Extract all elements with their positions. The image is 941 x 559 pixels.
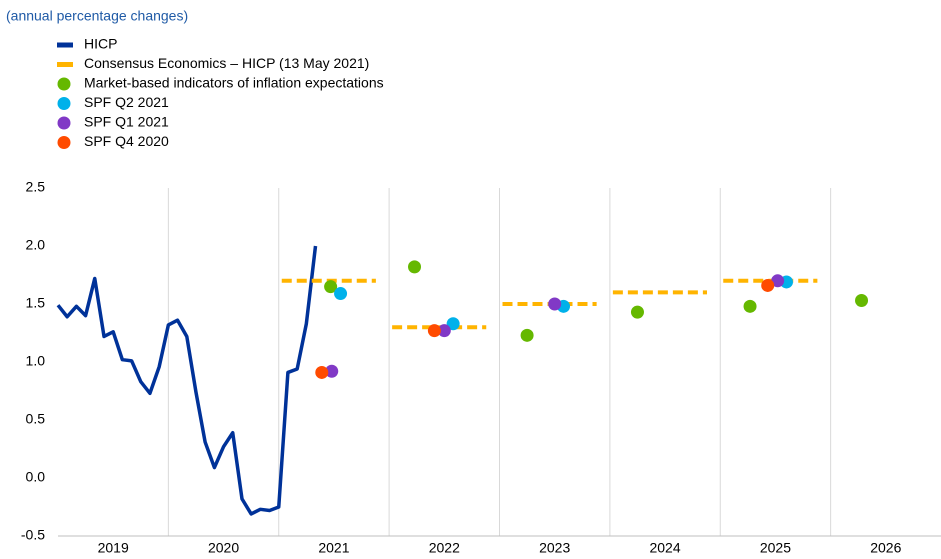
point bbox=[548, 297, 562, 311]
point bbox=[334, 287, 348, 301]
y-tick-label: 2.5 bbox=[26, 179, 46, 195]
point bbox=[771, 274, 785, 288]
x-tick-label: 2022 bbox=[429, 540, 460, 556]
point bbox=[520, 328, 534, 342]
x-tick-label: 2021 bbox=[318, 540, 349, 556]
legend-swatch bbox=[57, 62, 73, 67]
chart-subtitle: (annual percentage changes) bbox=[6, 8, 188, 24]
y-tick-label: 1.5 bbox=[26, 295, 46, 311]
y-tick-label: 0.0 bbox=[26, 469, 46, 485]
x-tick-label: 2025 bbox=[760, 540, 791, 556]
x-tick-label: 2024 bbox=[649, 540, 680, 556]
point bbox=[427, 324, 441, 338]
point bbox=[855, 294, 869, 308]
legend-label: SPF Q2 2021 bbox=[84, 94, 169, 110]
point bbox=[446, 317, 460, 331]
legend-label: SPF Q4 2020 bbox=[84, 133, 169, 149]
legend-swatch bbox=[57, 97, 71, 110]
legend-swatch bbox=[57, 116, 71, 130]
point bbox=[437, 324, 451, 338]
x-tick-label: 2019 bbox=[98, 540, 129, 556]
point bbox=[761, 278, 775, 292]
point bbox=[325, 364, 339, 378]
legend-label: Market-based indicators of inflation exp… bbox=[84, 75, 384, 91]
hicp-line bbox=[56, 245, 318, 516]
point bbox=[408, 260, 422, 274]
y-tick-label: 1.0 bbox=[26, 353, 46, 369]
legend-swatch bbox=[57, 77, 71, 91]
point bbox=[743, 299, 757, 313]
legend-label: Consensus Economics – HICP (13 May 2021) bbox=[84, 55, 369, 71]
legend-label: HICP bbox=[84, 36, 117, 52]
x-tick-label: 2020 bbox=[208, 540, 239, 556]
legend-swatch bbox=[57, 42, 73, 48]
legend-swatch bbox=[57, 136, 71, 149]
y-tick-label: 0.5 bbox=[26, 411, 46, 427]
x-tick-label: 2026 bbox=[870, 540, 901, 556]
legend-label: SPF Q1 2021 bbox=[84, 114, 169, 130]
x-tick-label: 2023 bbox=[539, 540, 570, 556]
y-tick-label: -0.5 bbox=[21, 527, 45, 543]
point bbox=[630, 305, 644, 319]
point bbox=[315, 365, 329, 379]
point bbox=[324, 280, 338, 294]
y-tick-label: 2.0 bbox=[26, 237, 46, 253]
